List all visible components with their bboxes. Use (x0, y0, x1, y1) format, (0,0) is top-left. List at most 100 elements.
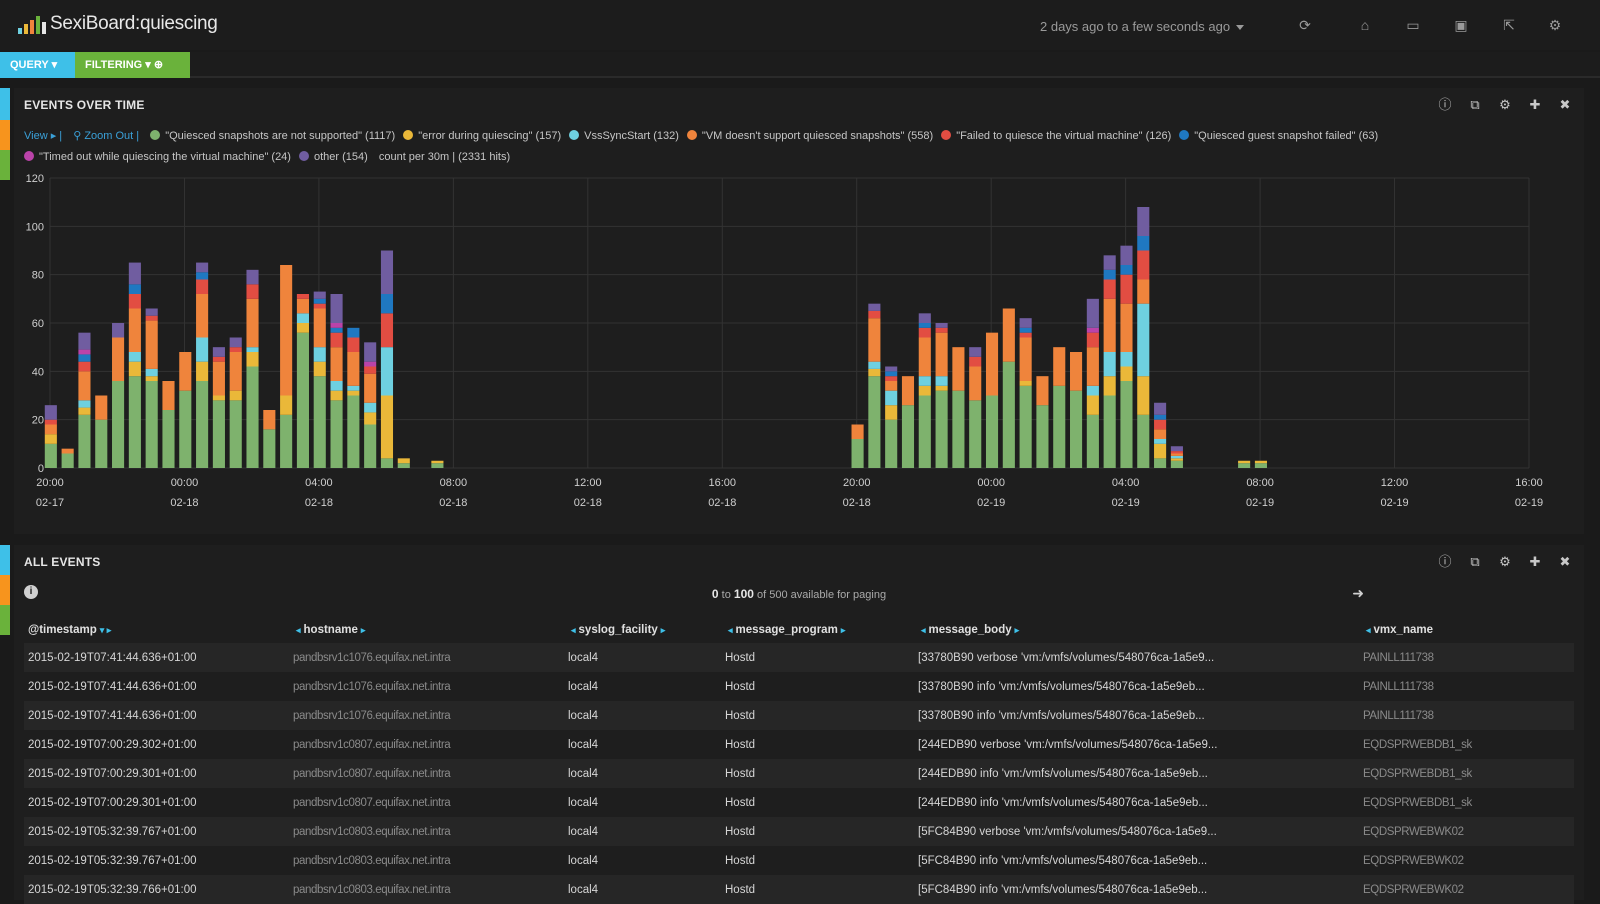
events-histogram[interactable]: 0 20 40 60 80 100 120 20:00 02-17 00:00 02-18 04:00… (14, 170, 1584, 530)
close-icon[interactable]: ✖ (1559, 97, 1571, 112)
gear-icon[interactable]: ⚙ (1499, 554, 1511, 569)
bar-segment (1154, 429, 1167, 439)
column-header-message-body[interactable]: ◂ message_body ▸ (921, 624, 1020, 636)
column-header-syslog-facility[interactable]: ◂ syslog_facility ▸ (571, 624, 666, 636)
y-tick-label: 120 (26, 173, 44, 185)
table-cell: pandbsrv1c0807.equifax.net.intra (289, 788, 564, 817)
bar-segment (1002, 308, 1015, 362)
save-icon[interactable]: ▣ (1454, 17, 1468, 33)
bar-segment (330, 294, 343, 323)
view-link[interactable]: View ▸ | (24, 130, 63, 142)
bar-segment (1137, 303, 1150, 377)
bar-segment (1002, 361, 1015, 468)
bar-segment (1036, 405, 1049, 468)
table-row[interactable]: 2015-02-19T05:32:39.767+01:00 pandbsrv1c0… (24, 846, 1574, 875)
duplicate-icon[interactable]: ⧉ (1470, 554, 1480, 569)
bar-segment (935, 390, 948, 468)
legend-item[interactable]: VssSyncStart (132) (569, 126, 679, 147)
x-tick-date: 02-18 (439, 497, 467, 509)
column-header-hostname[interactable]: ◂ hostname ▸ (296, 624, 366, 636)
paging-info-icon[interactable]: i (24, 585, 38, 599)
table-cell: pandbsrv1c1076.equifax.net.intra (289, 672, 564, 701)
column-header-message-program[interactable]: ◂ message_program ▸ (728, 624, 846, 636)
bar-segment (868, 361, 881, 369)
timepicker-dropdown[interactable]: 2 days ago to a few seconds ago (1040, 19, 1245, 34)
table-cell: Hostd (721, 701, 914, 730)
table-row[interactable]: 2015-02-19T07:41:44.636+01:00 pandbsrv1c1… (24, 643, 1574, 672)
bar-segment (347, 337, 360, 352)
legend-item[interactable]: "Quiesced snapshots are not supported" (… (150, 126, 395, 147)
table-cell: EQDSPRWEBWK02 (1359, 875, 1574, 904)
table-cell: EQDSPRWEBWK02 (1359, 817, 1574, 846)
bar-segment (330, 323, 343, 328)
y-tick-label: 20 (32, 415, 44, 427)
bar-segment (313, 291, 326, 299)
query-pill[interactable]: QUERY ▾ (0, 52, 75, 78)
x-tick-date: 02-18 (305, 497, 333, 509)
legend-label: other (154) (313, 151, 368, 163)
bar-segment (246, 284, 259, 299)
table-cell: 2015-02-19T07:00:29.301+01:00 (24, 788, 289, 817)
table-cell: Hostd (721, 643, 914, 672)
column-header-vmx-name[interactable]: ◂ vmx_name (1366, 624, 1433, 636)
table-row[interactable]: 2015-02-19T05:32:39.766+01:00 pandbsrv1c0… (24, 875, 1574, 904)
next-page-arrow-icon[interactable]: ➜ (1352, 585, 1364, 601)
column-header-timestamp[interactable]: @timestamp ▾ ▸ (28, 624, 112, 636)
share-icon[interactable]: ⇱ (1503, 17, 1515, 33)
legend-item[interactable]: "Quiesced guest snapshot failed" (63) (1179, 126, 1378, 147)
chart-legend: View ▸ | ⚲ Zoom Out | "Quiesced snapshot… (24, 126, 1574, 168)
bar-segment (196, 381, 209, 468)
folder-icon[interactable]: ▭ (1406, 17, 1420, 33)
gear-icon[interactable]: ⚙ (1499, 97, 1511, 112)
events-table: @timestamp ▾ ▸ ◂ hostname ▸ ◂ syslog_facilit… (24, 617, 1574, 904)
legend-item[interactable]: "Failed to quiesce the virtual machine" … (941, 126, 1171, 147)
refresh-icon[interactable]: ⟳ (1299, 17, 1311, 33)
close-icon[interactable]: ✖ (1559, 554, 1571, 569)
table-cell: [244EDB90 verbose 'vm:/vmfs/volumes/5480… (914, 730, 1359, 759)
x-tick-date: 02-19 (1112, 497, 1140, 509)
bar-segment (1137, 414, 1150, 468)
plus-icon[interactable]: ✚ (1529, 97, 1541, 112)
info-icon[interactable]: ⓘ (1438, 554, 1452, 569)
bar-segment (229, 400, 242, 468)
legend-label: "Timed out while quiescing the virtual m… (39, 151, 291, 163)
legend-item[interactable]: "Timed out while quiescing the virtual m… (24, 147, 291, 168)
table-row[interactable]: 2015-02-19T07:00:29.301+01:00 pandbsrv1c0… (24, 759, 1574, 788)
table-cell: local4 (564, 788, 721, 817)
x-tick-time: 08:00 (1246, 477, 1274, 489)
table-cell: 2015-02-19T07:41:44.636+01:00 (24, 643, 289, 672)
table-row[interactable]: 2015-02-19T07:41:44.636+01:00 pandbsrv1c1… (24, 672, 1574, 701)
bar-segment (918, 376, 931, 386)
table-row[interactable]: 2015-02-19T07:00:29.302+01:00 pandbsrv1c0… (24, 730, 1574, 759)
bar-segment (78, 332, 91, 350)
table-cell: Hostd (721, 875, 914, 904)
x-tick-date: 02-18 (843, 497, 871, 509)
bar-segment (313, 303, 326, 309)
table-row[interactable]: 2015-02-19T07:41:44.636+01:00 pandbsrv1c1… (24, 701, 1574, 730)
legend-swatch-icon (569, 130, 580, 140)
info-icon[interactable]: ⓘ (1438, 97, 1452, 112)
bar-segment (985, 395, 999, 468)
legend-item[interactable]: "error during quiescing" (157) (403, 126, 561, 147)
bar-segment (44, 434, 57, 444)
bar-segment (952, 390, 965, 468)
bar-segment (1103, 279, 1116, 299)
column-label: @timestamp (28, 624, 97, 636)
table-row[interactable]: 2015-02-19T07:00:29.301+01:00 pandbsrv1c0… (24, 788, 1574, 817)
table-row[interactable]: 2015-02-19T05:32:39.767+01:00 pandbsrv1c0… (24, 817, 1574, 846)
table-cell: Hostd (721, 730, 914, 759)
plus-icon[interactable]: ✚ (1529, 554, 1541, 569)
column-label: vmx_name (1373, 624, 1433, 636)
legend-item[interactable]: "VM doesn't support quiesced snapshots" … (686, 126, 933, 147)
bar-segment (1086, 414, 1099, 468)
zoom-out-link[interactable]: ⚲ Zoom Out | (73, 126, 139, 147)
duplicate-icon[interactable]: ⧉ (1470, 97, 1480, 112)
bar-segment (229, 352, 242, 391)
bar-segment (112, 323, 125, 338)
legend-item[interactable]: other (154) (298, 147, 368, 168)
filtering-pill[interactable]: FILTERING ▾ ⊕ (75, 52, 190, 78)
gear-icon[interactable]: ⚙ (1548, 17, 1562, 33)
home-icon[interactable]: ⌂ (1360, 17, 1370, 33)
legend-swatch-icon (941, 130, 952, 140)
table-cell: [5FC84B90 verbose 'vm:/vmfs/volumes/5480… (914, 817, 1359, 846)
